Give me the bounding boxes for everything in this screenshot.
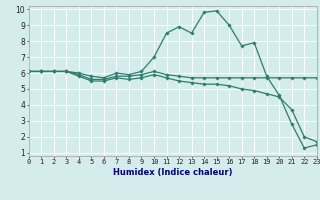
X-axis label: Humidex (Indice chaleur): Humidex (Indice chaleur) (113, 168, 233, 177)
